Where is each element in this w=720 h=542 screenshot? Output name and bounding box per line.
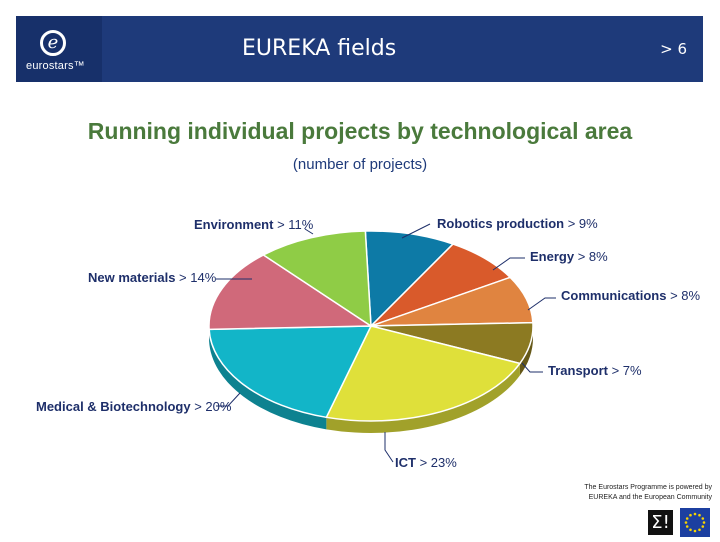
pie-slices bbox=[209, 231, 533, 421]
leader-line-communications bbox=[528, 298, 556, 310]
pie-label-ict: ICT > 23% bbox=[395, 455, 457, 470]
footer-line-2: EUREKA and the European Community bbox=[512, 493, 712, 503]
footer-credit: The Eurostars Programme is powered by EU… bbox=[512, 483, 712, 503]
pie-label-energy: Energy > 8% bbox=[530, 249, 608, 264]
eureka-logo: Σ! bbox=[648, 510, 673, 535]
pie-label-robotics-production: Robotics production > 9% bbox=[437, 216, 598, 231]
eu-stars-icon bbox=[680, 508, 710, 537]
pie-label-medical-and-biotechnology: Medical & Biotechnology > 20% bbox=[36, 399, 232, 414]
eu-flag-icon bbox=[680, 508, 710, 537]
pie-label-communications: Communications > 8% bbox=[561, 288, 701, 303]
leader-line-ict bbox=[385, 432, 393, 462]
footer-line-1: The Eurostars Programme is powered by bbox=[512, 483, 712, 493]
pie-label-new-materials: New materials > 14% bbox=[88, 270, 217, 285]
pie-label-environment: Environment > 11% bbox=[194, 217, 314, 232]
pie-label-transport: Transport > 7% bbox=[548, 363, 642, 378]
